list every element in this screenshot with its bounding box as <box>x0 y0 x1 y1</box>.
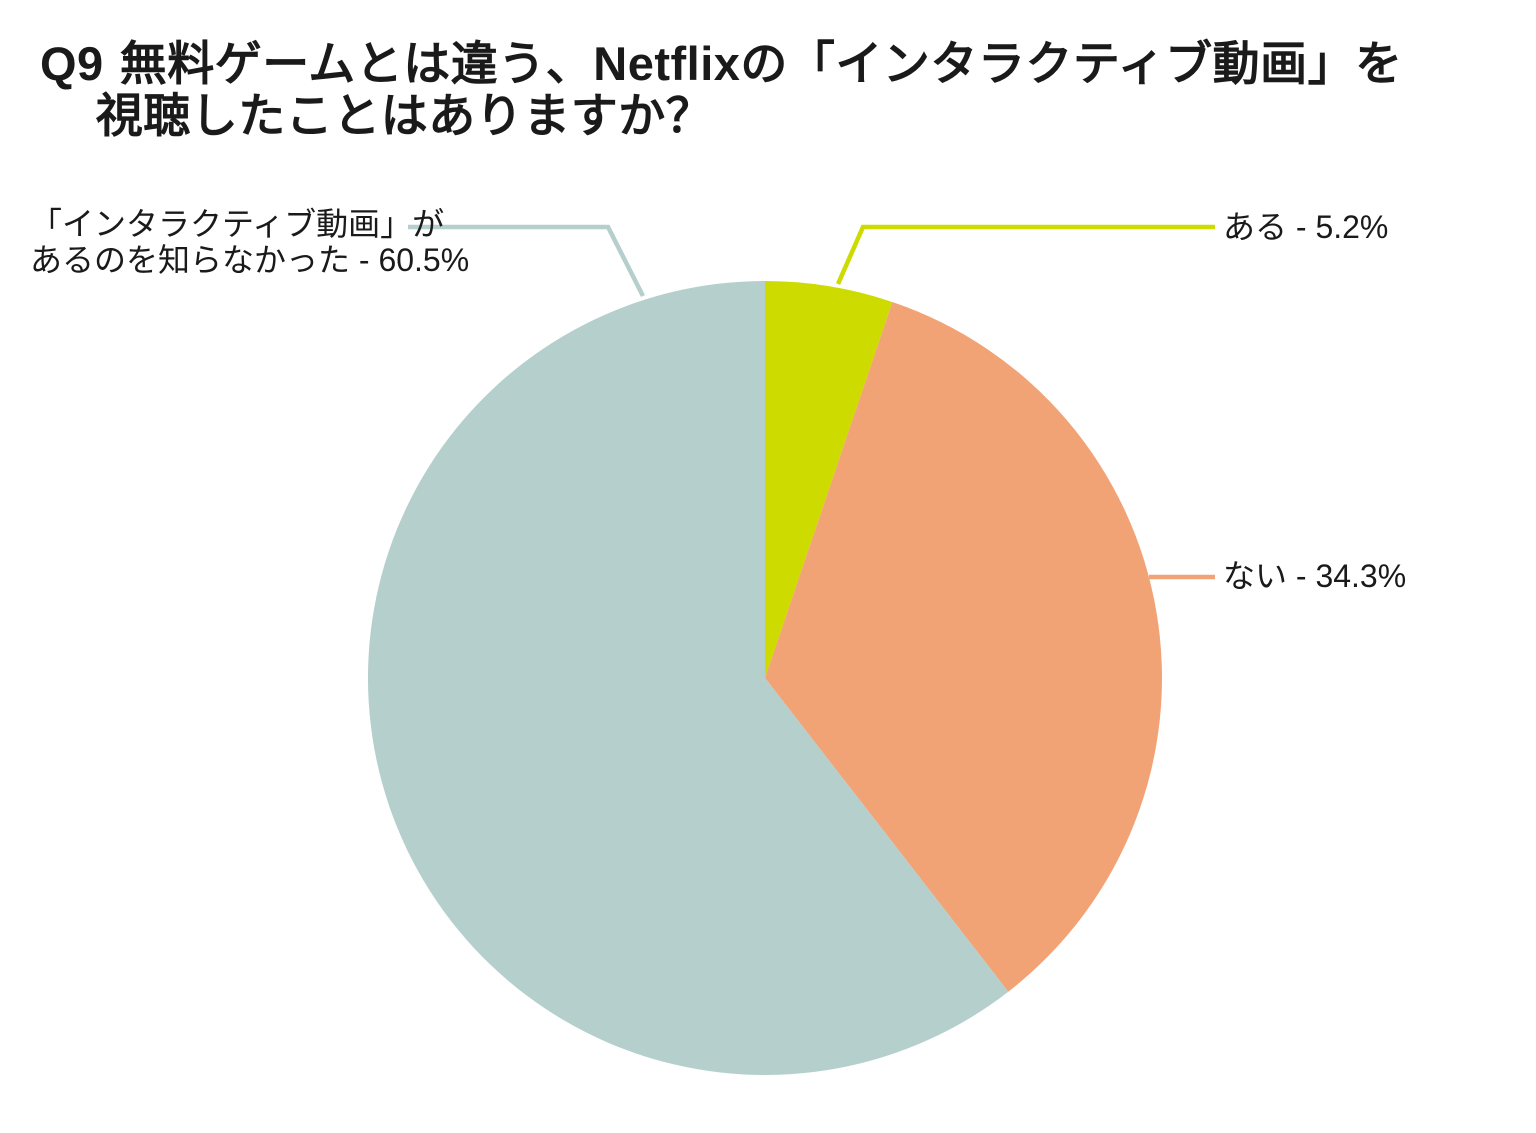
callout-label-line: あるのを知らなかった - 60.5% <box>30 242 470 278</box>
leader-line-aru <box>835 224 1215 285</box>
callout-label-aru: ある - 5.2% <box>1223 209 1389 245</box>
leader-line-shiranakatta <box>408 224 646 298</box>
question-text-line1: 無料ゲームとは違う、Netflixの「インタラクティブ動画」を <box>119 37 1403 90</box>
question-text-line2: 視聴したことはありますか？ <box>95 89 714 142</box>
callout-label-shiranakatta: 「インタラクティブ動画」が あるのを知らなかった - 60.5% <box>30 206 470 278</box>
pie-slice-shiranakatta[interactable] <box>367 281 1009 1075</box>
pie-slice-nai[interactable] <box>765 302 1162 992</box>
question-number: Q9 <box>40 37 104 90</box>
chart-title: Q9 無料ゲームとは違う、Netflixの「インタラクティブ動画」を 視聴したこ… <box>40 38 1403 142</box>
question-text: 無料ゲームとは違う、Netflixの「インタラクティブ動画」を 視聴したことはあ… <box>96 37 1403 142</box>
pie-slice-aru[interactable] <box>765 281 893 678</box>
callout-label-line: 「インタラクティブ動画」が <box>30 206 445 242</box>
callout-label-nai: ない - 34.3% <box>1223 558 1407 594</box>
